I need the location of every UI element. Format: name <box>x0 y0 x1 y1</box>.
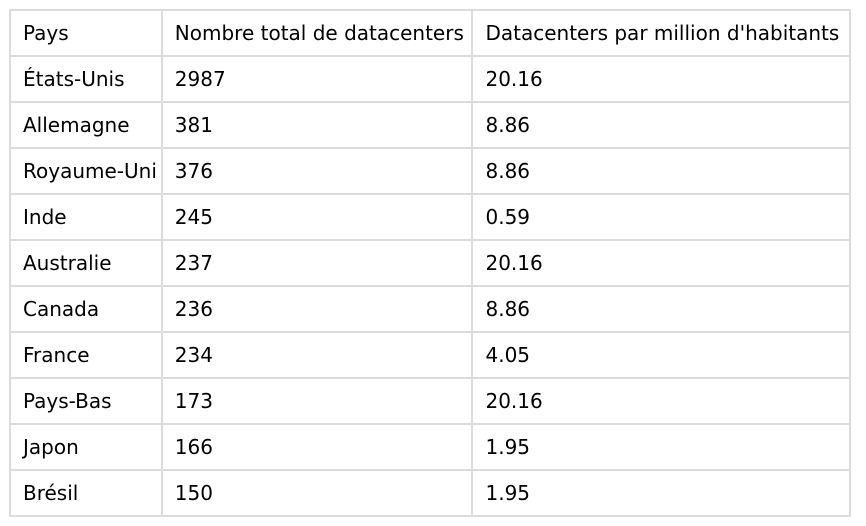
column-header-country: Pays <box>9 9 163 57</box>
cell-total: 2987 <box>160 55 474 103</box>
column-header-total: Nombre total de datacenters <box>160 9 474 57</box>
cell-per-million: 1.95 <box>471 423 851 471</box>
cell-total: 166 <box>160 423 474 471</box>
cell-total: 381 <box>160 101 474 149</box>
cell-country: Pays-Bas <box>9 377 163 425</box>
table-row: Royaume-Uni 376 8.86 <box>9 147 851 195</box>
cell-country: Australie <box>9 239 163 287</box>
cell-country: États-Unis <box>9 55 163 103</box>
table-row: France 234 4.05 <box>9 331 851 379</box>
cell-total: 376 <box>160 147 474 195</box>
table-row: Brésil 150 1.95 <box>9 469 851 517</box>
cell-per-million: 4.05 <box>471 331 851 379</box>
cell-per-million: 1.95 <box>471 469 851 517</box>
table-header-row: Pays Nombre total de datacenters Datacen… <box>9 9 851 57</box>
cell-country: Inde <box>9 193 163 241</box>
table-row: Canada 236 8.86 <box>9 285 851 333</box>
cell-total: 234 <box>160 331 474 379</box>
cell-per-million: 20.16 <box>471 239 851 287</box>
cell-country: Canada <box>9 285 163 333</box>
cell-per-million: 8.86 <box>471 101 851 149</box>
cell-per-million: 20.16 <box>471 55 851 103</box>
cell-per-million: 20.16 <box>471 377 851 425</box>
cell-country: Royaume-Uni <box>9 147 163 195</box>
datacenters-table: Pays Nombre total de datacenters Datacen… <box>9 9 851 517</box>
cell-total: 245 <box>160 193 474 241</box>
datacenters-table-container: Pays Nombre total de datacenters Datacen… <box>9 9 851 517</box>
table-row: États-Unis 2987 20.16 <box>9 55 851 103</box>
cell-total: 150 <box>160 469 474 517</box>
cell-total: 236 <box>160 285 474 333</box>
cell-per-million: 8.86 <box>471 285 851 333</box>
cell-total: 237 <box>160 239 474 287</box>
column-header-per-million: Datacenters par million d'habitants <box>471 9 851 57</box>
cell-country: France <box>9 331 163 379</box>
table-row: Pays-Bas 173 20.16 <box>9 377 851 425</box>
cell-country: Japon <box>9 423 163 471</box>
cell-country: Allemagne <box>9 101 163 149</box>
cell-country: Brésil <box>9 469 163 517</box>
table-row: Allemagne 381 8.86 <box>9 101 851 149</box>
cell-total: 173 <box>160 377 474 425</box>
table-row: Australie 237 20.16 <box>9 239 851 287</box>
table-row: Japon 166 1.95 <box>9 423 851 471</box>
cell-per-million: 8.86 <box>471 147 851 195</box>
cell-per-million: 0.59 <box>471 193 851 241</box>
table-row: Inde 245 0.59 <box>9 193 851 241</box>
